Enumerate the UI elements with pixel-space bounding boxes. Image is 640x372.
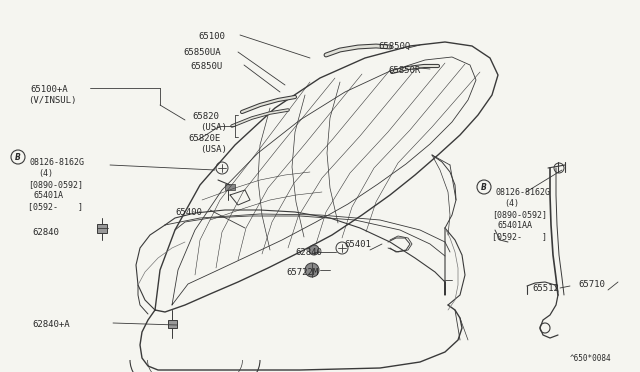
Text: 65400: 65400 xyxy=(175,208,202,217)
Text: 65100: 65100 xyxy=(198,32,225,41)
Text: [0890-0592]: [0890-0592] xyxy=(28,180,83,189)
Text: [0592-    ]: [0592- ] xyxy=(28,202,83,211)
Text: (V/INSUL): (V/INSUL) xyxy=(28,96,76,105)
Text: [0592-    ]: [0592- ] xyxy=(492,232,547,241)
Text: 65401AA: 65401AA xyxy=(498,221,533,230)
Text: (USA): (USA) xyxy=(200,123,227,132)
Text: 65820: 65820 xyxy=(192,112,219,121)
Text: 65710: 65710 xyxy=(578,280,605,289)
Bar xyxy=(168,320,177,328)
Text: (4): (4) xyxy=(504,199,519,208)
Text: 62840+A: 62840+A xyxy=(32,320,70,329)
Text: B: B xyxy=(481,183,487,192)
Text: 62840: 62840 xyxy=(32,228,59,237)
Text: 65100+A: 65100+A xyxy=(30,85,68,94)
Text: (4): (4) xyxy=(38,169,53,178)
Text: 65820E: 65820E xyxy=(188,134,220,143)
Text: 65401: 65401 xyxy=(344,240,371,249)
Text: 65850U: 65850U xyxy=(190,62,222,71)
Circle shape xyxy=(305,263,319,277)
Bar xyxy=(225,184,235,190)
Circle shape xyxy=(309,245,319,255)
Bar xyxy=(97,224,107,233)
Text: 65722M: 65722M xyxy=(286,268,318,277)
Text: (USA): (USA) xyxy=(200,145,227,154)
Text: ^650*0084: ^650*0084 xyxy=(570,354,612,363)
Text: 65850R: 65850R xyxy=(388,66,420,75)
Text: 08126-8162G: 08126-8162G xyxy=(30,158,85,167)
Text: [0890-0592]: [0890-0592] xyxy=(492,210,547,219)
Text: 65512: 65512 xyxy=(532,284,559,293)
Text: 62840: 62840 xyxy=(295,248,322,257)
Text: B: B xyxy=(15,153,21,161)
Text: 65401A: 65401A xyxy=(34,191,64,200)
Text: 65850Q: 65850Q xyxy=(378,42,410,51)
Text: 65850UA: 65850UA xyxy=(183,48,221,57)
Text: 08126-8162G: 08126-8162G xyxy=(496,188,551,197)
